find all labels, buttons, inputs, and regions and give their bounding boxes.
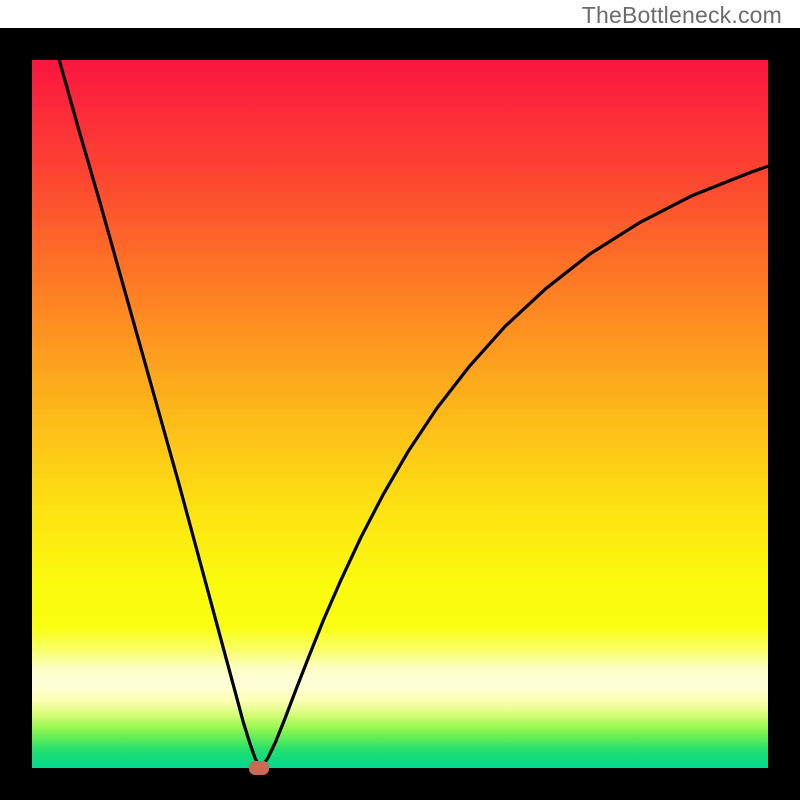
chart-frame (0, 28, 800, 800)
chart-container: TheBottleneck.com (0, 0, 800, 800)
plot-area (32, 60, 768, 768)
curve-left-branch (59, 60, 260, 768)
watermark-text: TheBottleneck.com (582, 2, 782, 29)
minimum-marker (249, 761, 269, 775)
curve-right-branch (260, 166, 768, 768)
curve-svg (32, 60, 768, 768)
